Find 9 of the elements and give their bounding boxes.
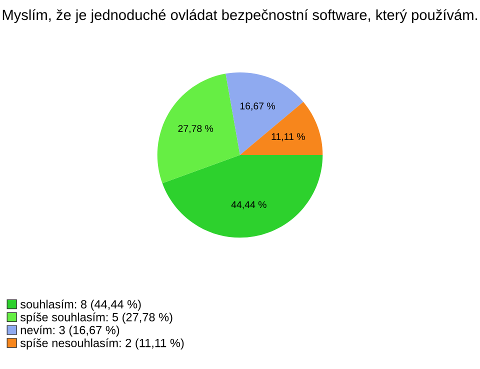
legend-label: spíše souhlasím: 5 (27,78 %) xyxy=(20,312,172,324)
legend-label: nevím: 3 (16,67 %) xyxy=(20,325,120,337)
data-label: 44,44 % xyxy=(231,201,266,210)
data-label: 27,78 % xyxy=(178,125,214,134)
chart-title: Myslím, že je jednoduché ovládat bezpečnostní software, který používám. xyxy=(2,9,477,23)
legend-label: spíše nesouhlasím: 2 (11,11 %) xyxy=(20,338,184,350)
data-label: 11,11 % xyxy=(272,133,305,142)
data-label: 16,67 % xyxy=(240,102,276,111)
legend-label: souhlasím: 8 (44,44 %) xyxy=(20,300,141,311)
